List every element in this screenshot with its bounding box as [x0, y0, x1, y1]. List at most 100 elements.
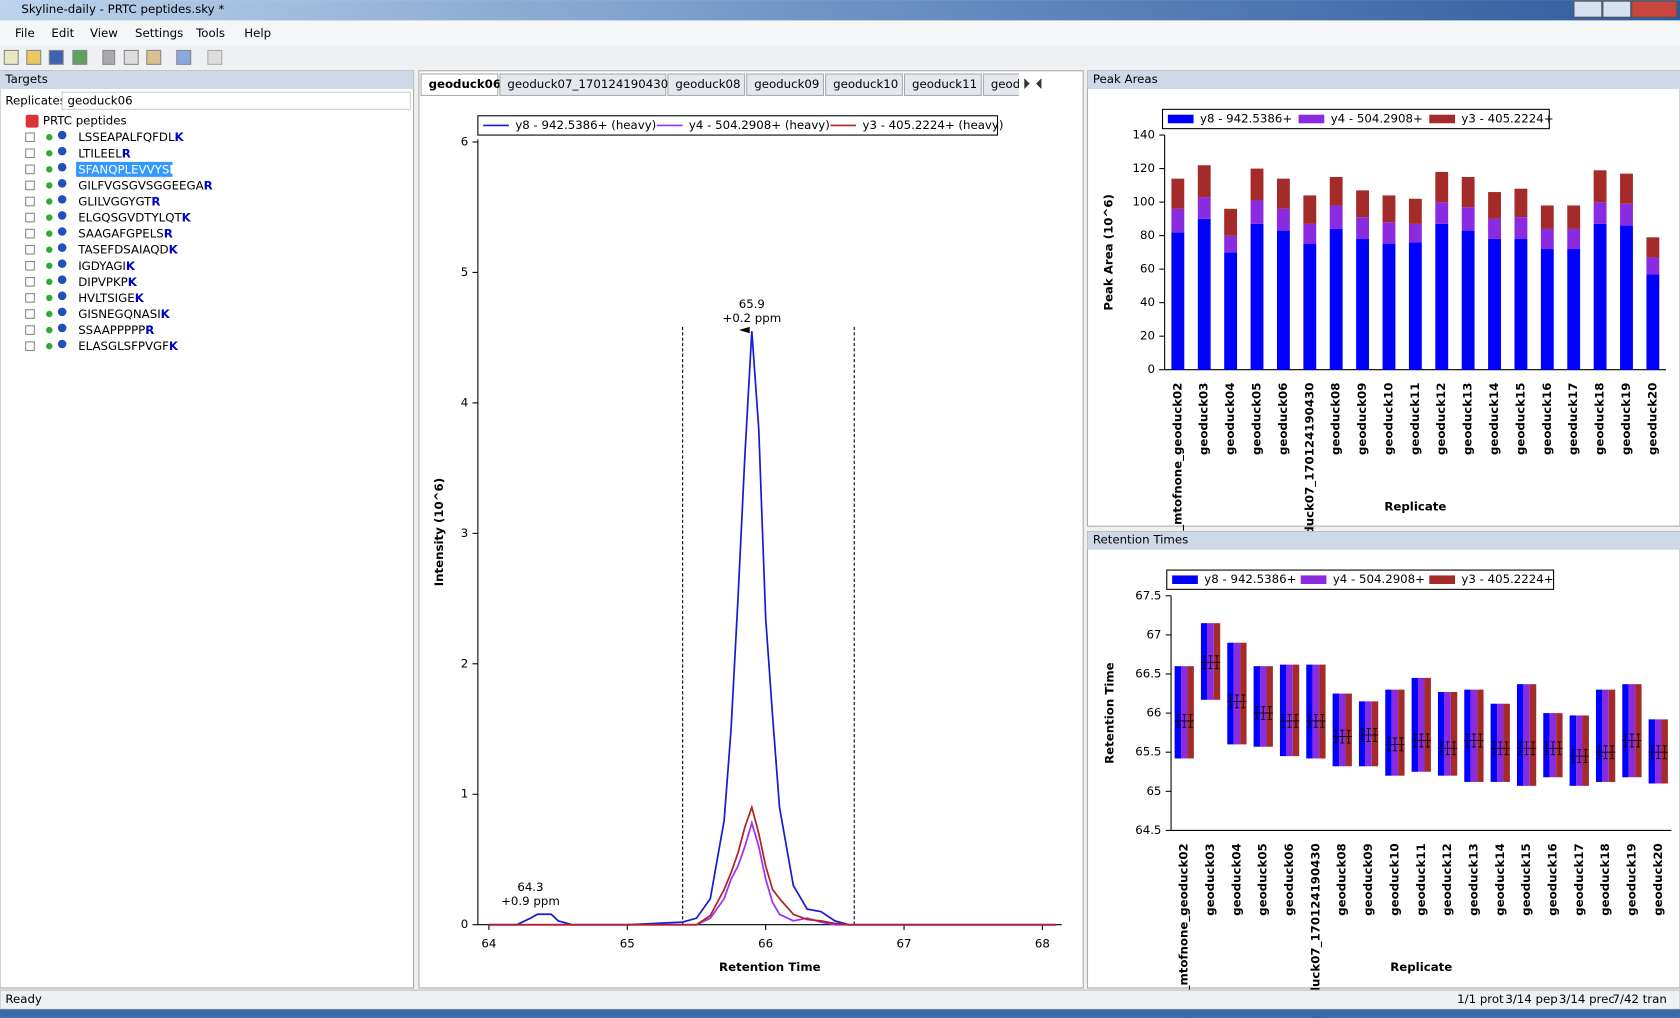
- peptide-terminal: K: [175, 130, 185, 144]
- tool-icon[interactable]: [3, 49, 19, 65]
- panel-title: Retention Times: [1093, 533, 1188, 547]
- expander[interactable]: [25, 212, 35, 223]
- y-tick-label: 66: [1146, 706, 1161, 720]
- expander[interactable]: [25, 164, 35, 175]
- menu-item[interactable]: Settings: [135, 26, 183, 40]
- peptide[interactable]: HVLTSIGEK: [78, 290, 145, 304]
- y-tick-label: 67: [1146, 627, 1161, 641]
- peptide-seq: SAAGAFGPELS: [78, 226, 164, 240]
- expander[interactable]: [25, 260, 35, 271]
- peptide-terminal: R: [164, 226, 173, 240]
- bar-segment: [1435, 171, 1449, 203]
- expander[interactable]: [25, 132, 35, 143]
- toolbar-icons[interactable]: [3, 49, 223, 65]
- tab[interactable]: [903, 73, 982, 96]
- tool-icon[interactable]: [176, 49, 192, 65]
- retention-time: [1450, 741, 1458, 756]
- tool-icon[interactable]: [72, 49, 88, 65]
- expander[interactable]: [25, 180, 35, 191]
- tab[interactable]: [667, 73, 746, 96]
- legend-label: y8 - 942.5386+: [1204, 572, 1296, 586]
- time-range: [1279, 664, 1287, 757]
- expander[interactable]: [25, 293, 35, 303]
- tool-icon[interactable]: [123, 49, 139, 65]
- expander[interactable]: [25, 325, 35, 335]
- expander[interactable]: [25, 244, 35, 255]
- time-range: [1411, 677, 1419, 772]
- y-tick-label: 0: [1148, 362, 1156, 376]
- menu-item[interactable]: File: [15, 26, 35, 40]
- close[interactable]: [1631, 0, 1678, 18]
- bar-segment: [1567, 205, 1581, 229]
- status-dot: [46, 310, 53, 318]
- tab-arrows[interactable]: [1024, 78, 1042, 89]
- tree-root[interactable]: PRTC peptides: [43, 114, 127, 128]
- window-controls[interactable]: [1573, 0, 1678, 18]
- peptide[interactable]: LTILEELR: [78, 146, 131, 160]
- tool-icon[interactable]: [26, 49, 42, 65]
- peptide[interactable]: ELGQSGVDTYLQTK: [78, 210, 191, 224]
- peptide[interactable]: GISNEGQNASIK: [78, 307, 170, 321]
- bar-segment: [1303, 244, 1317, 370]
- retention-time: [1187, 714, 1194, 728]
- expander[interactable]: [25, 341, 35, 351]
- peptide[interactable]: SFANQPLEVVYSK: [78, 162, 179, 176]
- peptide[interactable]: SSAAPPPPPR: [78, 323, 154, 337]
- peptide-terminal: K: [135, 290, 145, 304]
- expander[interactable]: [25, 196, 35, 207]
- peptide-icon: [57, 275, 67, 284]
- expander[interactable]: [25, 148, 35, 159]
- y-tick-label: 60: [1140, 262, 1155, 276]
- tab[interactable]: [982, 73, 1060, 96]
- legend-label: y4 - 504.2908+: [1331, 111, 1423, 125]
- menu-item[interactable]: Edit: [51, 26, 74, 40]
- peptide[interactable]: IGDYAGIK: [78, 258, 136, 272]
- peptide[interactable]: ELASGLSFPVGFK: [78, 339, 179, 353]
- x-tick-label: geoduck04: [1223, 383, 1237, 455]
- menu-item[interactable]: View: [90, 26, 118, 40]
- peptide[interactable]: LSSEAPALFQFDLK: [78, 130, 184, 144]
- peptide[interactable]: GLILVGGYGTR: [78, 194, 160, 208]
- expander[interactable]: [25, 228, 35, 239]
- tab-nav[interactable]: [1024, 78, 1042, 89]
- x-tick-label: 2017_January_23_mtofnone_geoduck02: [1177, 843, 1192, 1018]
- menu-item[interactable]: Help: [244, 26, 271, 40]
- tool-icon[interactable]: [207, 49, 223, 65]
- replicate-dropdown[interactable]: [61, 91, 411, 110]
- expander[interactable]: [25, 309, 35, 319]
- tab[interactable]: [746, 73, 825, 96]
- x-tick-label: 65: [620, 936, 635, 950]
- expander[interactable]: [25, 277, 35, 287]
- tab[interactable]: [825, 73, 903, 96]
- peptide-icon: [57, 243, 67, 252]
- y-tick-label: 40: [1140, 295, 1155, 309]
- maximize[interactable]: [1602, 0, 1632, 18]
- tab[interactable]: [499, 73, 667, 96]
- minimize[interactable]: [1573, 0, 1603, 18]
- legend-box: [1161, 108, 1550, 130]
- bar-segment: [1461, 176, 1475, 208]
- tool-icon[interactable]: [146, 49, 162, 65]
- tab[interactable]: [420, 73, 499, 96]
- peptide-seq: DIPVPKP: [78, 274, 128, 288]
- legend-label: y3 - 405.2224+ (heavy): [863, 118, 1004, 132]
- retention-time: [1523, 741, 1530, 756]
- peptide[interactable]: DIPVPKPK: [78, 274, 138, 288]
- bar-segment: [1514, 238, 1528, 370]
- legend-label: y4 - 504.2908+: [1333, 572, 1425, 586]
- peptide[interactable]: GILFVGSGVSGGEEGAR: [78, 178, 213, 192]
- retention-time: [1411, 733, 1419, 748]
- panel-header: [1087, 531, 1680, 550]
- retention-time: [1385, 737, 1392, 752]
- bar-segment: [1593, 170, 1607, 203]
- menu-item[interactable]: Tools: [195, 26, 225, 40]
- tool-icon[interactable]: [48, 49, 64, 65]
- retention-time: [1424, 733, 1431, 748]
- bar-segment: [1646, 237, 1660, 258]
- peptide[interactable]: SAAGAFGPELSR: [78, 226, 173, 240]
- tool-icon[interactable]: [102, 49, 116, 65]
- y-tick-label: 66.5: [1135, 666, 1161, 680]
- x-tick-label: geoduck18: [1598, 843, 1612, 915]
- retention-time: [1490, 741, 1498, 756]
- peptide[interactable]: TASEFDSAIAQDK: [77, 242, 178, 256]
